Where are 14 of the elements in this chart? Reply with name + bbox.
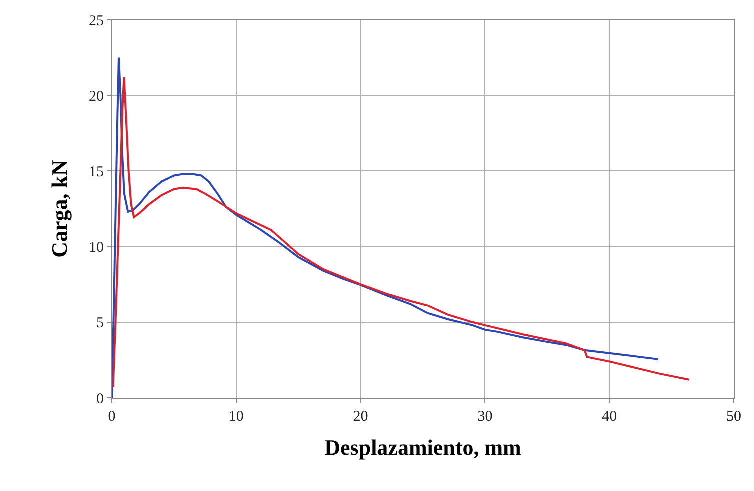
x-tick-label: 50 [726, 409, 742, 425]
y-tick-label: 20 [89, 88, 104, 105]
y-tick-label: 10 [89, 240, 104, 256]
x-axis-title: Desplazamiento, mm [324, 434, 522, 460]
x-tick-label: 40 [602, 409, 618, 425]
y-tick-label: 0 [96, 391, 104, 408]
y-tick-label: 25 [89, 13, 104, 30]
x-tick-label: 20 [353, 409, 368, 425]
y-tick-label: 15 [89, 164, 104, 180]
x-tick-label: 10 [228, 409, 244, 425]
x-tick-label: 0 [108, 409, 116, 425]
x-tick-label: 30 [478, 409, 493, 425]
y-axis-title: Carga, kN [46, 160, 72, 258]
y-tick-label: 5 [96, 316, 104, 332]
